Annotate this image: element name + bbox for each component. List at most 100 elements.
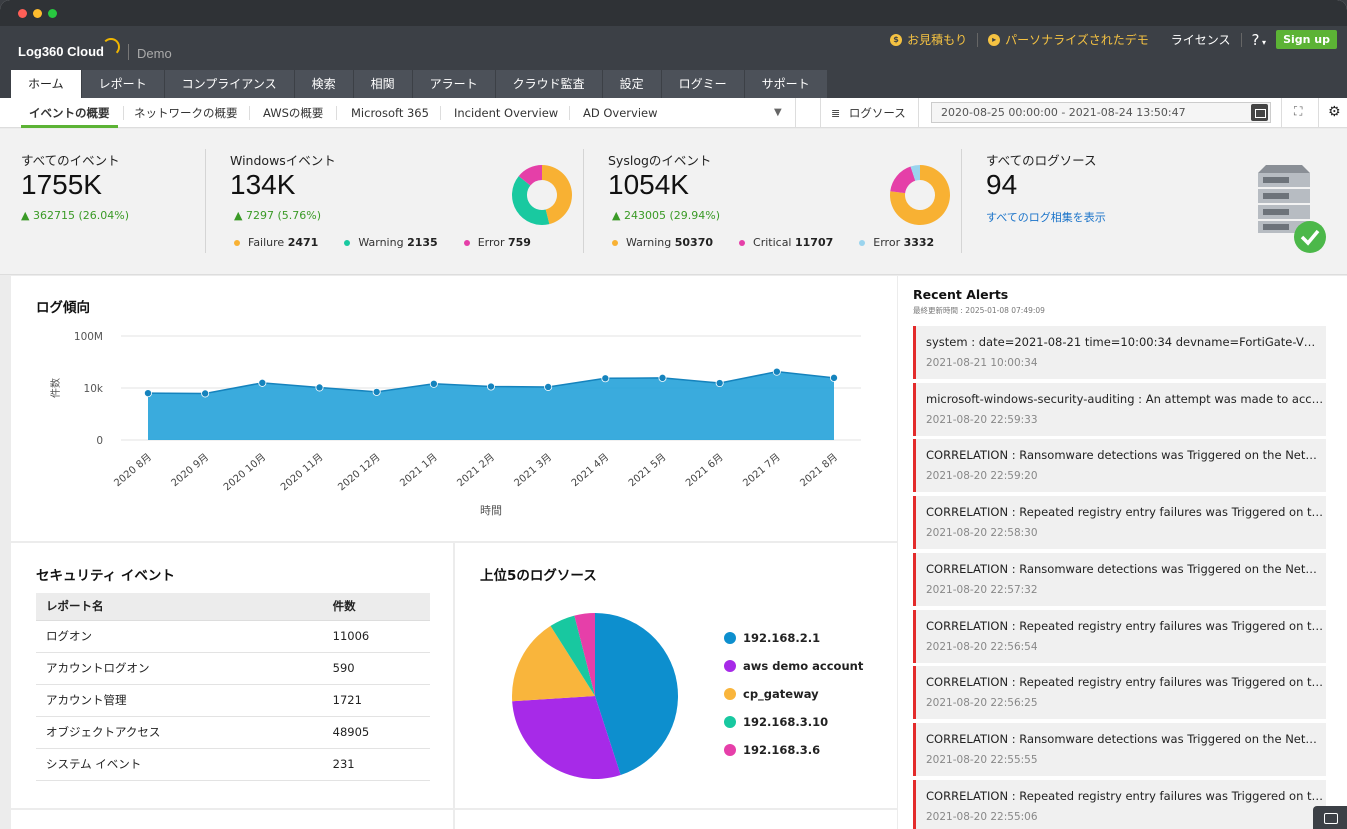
syslog-events-donut[interactable]: [888, 163, 952, 227]
stat-windows-events[interactable]: Windowsイベント 134K ▲ 7297 (5.76%) Failure …: [230, 129, 575, 275]
x-tick-label: 2021 4月: [569, 451, 611, 489]
legend-dot: [739, 240, 746, 246]
x-tick-label: 2020 11月: [278, 451, 325, 493]
column-header-report-name[interactable]: レポート名: [36, 593, 323, 621]
alert-timestamp: 2021-08-20 22:58:30: [926, 527, 1038, 540]
stat-syslog-events[interactable]: Syslogのイベント 1054K ▲ 243005 (29.94%) Warn…: [608, 129, 953, 275]
table-row[interactable]: オブジェクトアクセス 48905: [36, 716, 430, 749]
alert-message: system : date=2021-08-21 time=10:00:34 d…: [926, 335, 1324, 349]
y-tick-label: 0: [96, 435, 103, 447]
alert-item[interactable]: CORRELATION : Repeated registry entry fa…: [913, 666, 1326, 720]
count-cell: 590: [322, 652, 430, 685]
trend-point: [658, 373, 667, 382]
personalized-demo-link[interactable]: ▸ パーソナライズされたデモ: [988, 31, 1149, 48]
alert-item[interactable]: system : date=2021-08-21 time=10:00:34 d…: [913, 326, 1326, 379]
help-menu[interactable]: ? ▾: [1252, 31, 1267, 49]
subtab-network-overview[interactable]: ネットワークの概要: [134, 106, 238, 120]
alert-item[interactable]: CORRELATION : Repeated registry entry fa…: [913, 609, 1326, 663]
license-link[interactable]: ライセンス: [1170, 33, 1231, 47]
subtab-divider: [336, 106, 337, 120]
calendar-icon[interactable]: [1251, 104, 1268, 121]
donut-slice: [890, 166, 916, 194]
main-tab[interactable]: 相関: [353, 70, 413, 98]
header-actions: $ お見積もり ▸ パーソナライズされたデモ ライセンス ? ▾ Sign up: [890, 30, 1337, 49]
subtab-aws-overview[interactable]: AWSの概要: [263, 106, 324, 120]
bottom-panel-right: [455, 810, 897, 829]
alert-item[interactable]: CORRELATION : Repeated registry entry fa…: [913, 496, 1326, 550]
quote-link[interactable]: $ お見積もり: [890, 31, 967, 48]
header-divider: [977, 32, 979, 47]
table-row[interactable]: アカウントログオン 590: [36, 652, 430, 685]
close-window-button[interactable]: [18, 9, 27, 18]
table-row[interactable]: ログオン 11006: [36, 620, 430, 653]
windows-events-donut[interactable]: [510, 163, 574, 227]
x-tick-label: 2020 9月: [169, 451, 211, 489]
pie-slice: [512, 696, 621, 779]
alert-item[interactable]: microsoft-windows-security-auditing : An…: [913, 382, 1326, 436]
main-tab[interactable]: 設定: [602, 70, 662, 98]
app-logo[interactable]: Log360 Cloud: [18, 44, 104, 59]
count-cell: 1721: [322, 684, 430, 717]
stat-value: 134K: [230, 169, 296, 200]
view-all-log-sources-link[interactable]: すべてのログ相集を表示: [986, 211, 1106, 224]
more-tabs-chevron-icon[interactable]: ▼: [774, 107, 782, 118]
trend-point: [372, 387, 381, 396]
alert-timestamp: 2021-08-20 22:56:54: [926, 640, 1038, 653]
fullscreen-icon[interactable]: ⛶: [1294, 104, 1303, 118]
legend-label: Failure: [248, 236, 285, 249]
legend-label: cp_gateway: [743, 687, 819, 702]
table-row[interactable]: アカウント管理 1721: [36, 684, 430, 717]
signup-button[interactable]: Sign up: [1276, 30, 1337, 49]
main-tab[interactable]: ログミー: [661, 70, 745, 98]
count-cell: 11006: [322, 620, 430, 653]
alert-item[interactable]: CORRELATION : Ransomware detections was …: [913, 722, 1326, 776]
main-tab[interactable]: アラート: [412, 70, 496, 98]
main-tab[interactable]: レポート: [81, 70, 165, 98]
stat-title: すべてのログソース: [986, 153, 1097, 168]
alert-item[interactable]: CORRELATION : Ransomware detections was …: [913, 552, 1326, 606]
main-tab[interactable]: クラウド監査: [495, 70, 603, 98]
stat-legend: Warning 50370 Critical 11707 Error 3332: [612, 236, 934, 249]
personalized-demo-label: パーソナライズされたデモ: [1005, 33, 1149, 47]
main-tab[interactable]: 検索: [294, 70, 354, 98]
main-tab[interactable]: サポート: [744, 70, 828, 98]
legend-dot: [463, 240, 470, 246]
date-range-picker[interactable]: 2020-08-25 00:00:00 - 2021-08-24 13:50:4…: [931, 102, 1271, 123]
stat-legend: Failure 2471 Warning 2135 Error 759: [234, 236, 531, 249]
stat-delta: ▲ 243005 (29.94%): [612, 209, 720, 222]
trend-point: [201, 389, 210, 398]
subtab-incident-overview[interactable]: Incident Overview: [454, 106, 559, 120]
minimize-window-button[interactable]: [33, 9, 42, 18]
alert-message: CORRELATION : Repeated registry entry fa…: [926, 788, 1324, 803]
subtab-microsoft-365[interactable]: Microsoft 365: [351, 106, 429, 120]
report-name-cell: オブジェクトアクセス: [36, 716, 323, 749]
top-sources-pie[interactable]: 192.168.2.1 aws demo account cp_gateway 192…: [455, 543, 897, 808]
main-tab[interactable]: コンプライアンス: [164, 70, 295, 98]
legend-item: Failure 2471: [234, 236, 318, 249]
subtab-ad-overview[interactable]: AD Overview: [583, 106, 658, 120]
alert-item[interactable]: CORRELATION : Ransomware detections was …: [913, 439, 1326, 493]
trend-point: [258, 378, 267, 387]
alert-timestamp: 2021-08-20 22:59:33: [926, 413, 1038, 426]
subtab-event-overview[interactable]: イベントの概要: [21, 98, 118, 128]
toolbar-divider: [1318, 98, 1319, 128]
maximize-window-button[interactable]: [48, 9, 57, 18]
x-tick-label: 2021 5月: [626, 451, 668, 489]
stat-divider: [961, 149, 962, 253]
bottom-panel-left: [11, 810, 453, 829]
main-tab[interactable]: ホーム: [11, 70, 82, 98]
donut-slice: [890, 165, 950, 225]
chat-icon[interactable]: [1313, 806, 1347, 829]
gear-icon[interactable]: ⚙: [1328, 104, 1341, 120]
legend-dot: [724, 716, 736, 728]
dollar-coin-icon: $: [890, 33, 903, 46]
alert-timestamp: 2021-08-20 22:56:25: [926, 697, 1038, 710]
log-source-selector[interactable]: ≣ ログソース: [831, 98, 906, 128]
toolbar-divider: [820, 98, 821, 128]
column-header-count[interactable]: 件数: [322, 593, 430, 621]
table-row[interactable]: システム イベント 231: [36, 748, 430, 781]
x-tick-label: 2020 12月: [336, 451, 383, 493]
app-header: Log360 Cloud Demo $ お見積もり ▸ パーソナライズされたデモ…: [0, 26, 1347, 70]
alert-item[interactable]: CORRELATION : Repeated registry entry fa…: [913, 779, 1326, 829]
